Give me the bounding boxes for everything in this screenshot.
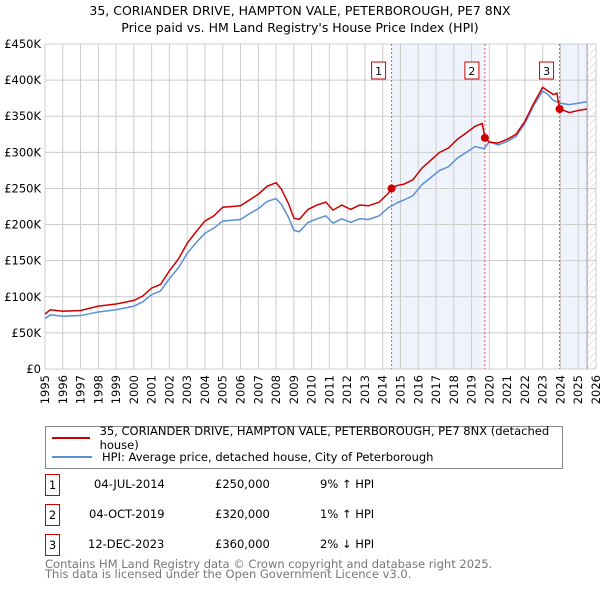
x-tick-label: 2011 [322, 375, 336, 404]
y-tick-label: £50K [12, 326, 42, 340]
x-tick-label: 2016 [411, 375, 425, 404]
chart-subtitle: Price paid vs. HM Land Registry's House … [121, 20, 479, 35]
x-tick-label: 1998 [91, 375, 105, 404]
sale-date: 04-JUL-2014 [94, 477, 165, 491]
legend-label: HPI: Average price, detached house, City… [102, 450, 434, 464]
sale-hpi: 1% ↑ HPI [320, 507, 375, 521]
legend-item-property: 35, CORIANDER DRIVE, HAMPTON VALE, PETER… [52, 424, 562, 452]
footer: Contains HM Land Registry data © Crown c… [45, 557, 493, 581]
x-tick-label: 2006 [234, 375, 248, 404]
sale-date: 04-OCT-2019 [89, 507, 165, 521]
y-tick-label: £350K [4, 109, 41, 123]
sale-price: £250,000 [215, 477, 270, 491]
sale-badge-box [464, 61, 480, 80]
x-tick-label: 2022 [518, 375, 532, 404]
x-tick-label: 2007 [251, 375, 265, 404]
x-tick-label: 1999 [109, 375, 123, 404]
footer-line: This data is licensed under the Open Gov… [45, 567, 412, 581]
sale-badge-label: 1 [375, 65, 382, 78]
sale-hpi: 9% ↑ HPI [320, 477, 375, 491]
sale-point [387, 184, 396, 193]
sale-point [480, 133, 489, 142]
sale-badge-box [371, 61, 387, 80]
x-tick-label: 2024 [553, 375, 567, 404]
y-tick-label: £0 [26, 362, 41, 376]
sale-date: 12-DEC-2023 [88, 537, 165, 551]
x-tick-label: 2018 [447, 375, 461, 404]
plot-area: 1995 1996 1997 1998 1999 2000 2001 2002 2003 2004… [4, 37, 600, 404]
x-tick-label: 2013 [358, 375, 372, 404]
chart-title: 35, CORIANDER DRIVE, HAMPTON VALE, PETER… [89, 3, 511, 18]
y-tick-label: £250K [4, 181, 41, 195]
x-tick-label: 2001 [145, 375, 159, 404]
sale-badge: 2 [45, 504, 60, 526]
x-tick-label: 2012 [340, 375, 354, 404]
x-tick-label: 2009 [287, 375, 301, 404]
x-tick-label: 2008 [269, 375, 283, 404]
legend-label: 35, CORIANDER DRIVE, HAMPTON VALE, PETER… [99, 424, 550, 452]
x-tick-label: 2021 [500, 375, 514, 404]
shaded-range [559, 44, 588, 369]
x-tick-label: 2019 [465, 375, 479, 404]
sale-price: £360,000 [215, 537, 270, 551]
series-line-property [44, 86, 588, 315]
forecast-hatch [587, 44, 596, 369]
sale-price: £320,000 [215, 507, 270, 521]
sale-badge: 1 [45, 474, 60, 496]
footer-line: Contains HM Land Registry data © Crown c… [45, 557, 493, 571]
y-tick-label: £200K [4, 218, 41, 232]
legend-item-hpi: HPI: Average price, detached house, City… [52, 448, 433, 466]
x-tick-label: 2003 [180, 375, 194, 404]
x-tick-label: 2026 [589, 375, 600, 404]
sale-badge-box [539, 61, 555, 80]
x-tick-label: 2015 [393, 375, 407, 404]
x-tick-label: 2025 [571, 375, 585, 404]
x-tick-label: 2014 [376, 375, 390, 404]
x-tick-label: 2004 [198, 375, 212, 404]
x-tick-label: 1997 [74, 375, 88, 404]
x-tick-label: 1995 [38, 375, 52, 404]
x-tick-label: 2023 [536, 375, 550, 404]
x-tick-label: 2005 [216, 375, 230, 404]
legend-swatch [52, 437, 90, 439]
sale-hpi: 2% ↓ HPI [320, 537, 375, 551]
sale-badge-label: 3 [543, 65, 550, 78]
sale-badge: 3 [45, 534, 60, 556]
x-tick-label: 2002 [162, 375, 176, 404]
legend-swatch [52, 456, 92, 458]
y-tick-label: £450K [4, 37, 41, 51]
sale-point [555, 105, 564, 113]
y-tick-label: £100K [4, 290, 41, 304]
x-tick-label: 2000 [127, 375, 141, 404]
x-tick-label: 2010 [305, 375, 319, 404]
y-tick-label: £150K [4, 254, 41, 268]
y-tick-label: £300K [4, 145, 41, 159]
x-tick-label: 1996 [56, 375, 70, 404]
series-line-hpi [44, 89, 588, 320]
x-tick-label: 2017 [429, 375, 443, 404]
shaded-range [391, 44, 485, 369]
legend: 35, CORIANDER DRIVE, HAMPTON VALE, PETER… [45, 424, 563, 469]
sale-badge-label: 2 [468, 65, 475, 78]
y-tick-label: £400K [4, 73, 41, 87]
x-tick-label: 2020 [482, 375, 496, 404]
